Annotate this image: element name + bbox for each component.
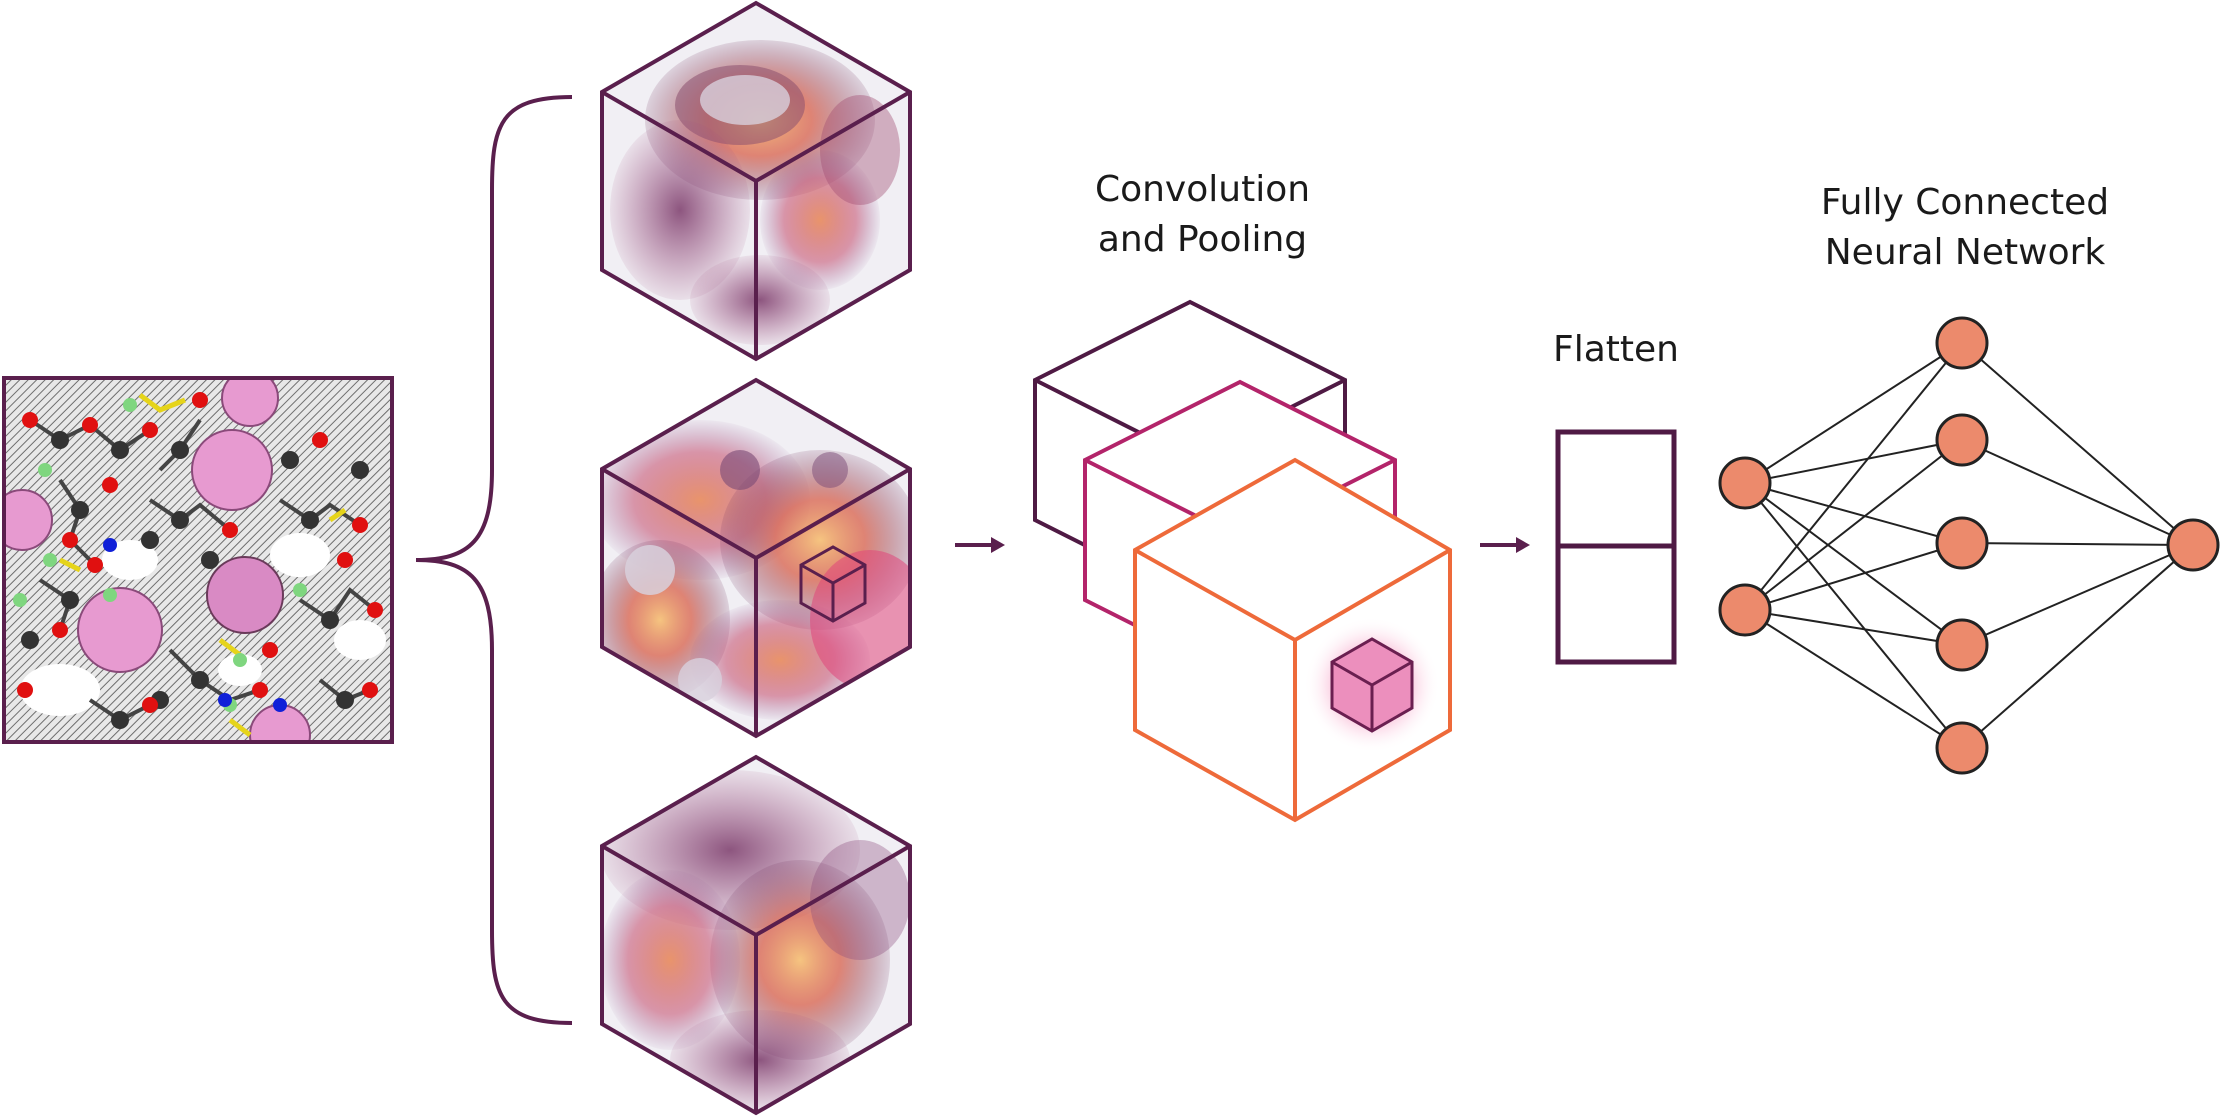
edge-input-1-hidden-5 bbox=[1744, 482, 1963, 749]
hidden-node-2 bbox=[1935, 413, 1989, 467]
density-cube-2 bbox=[600, 377, 912, 739]
hidden-node-4 bbox=[1935, 618, 1989, 672]
arrow-to-convolution bbox=[955, 537, 1005, 553]
density-cube-3 bbox=[600, 754, 912, 1116]
network-nodes bbox=[1718, 316, 2220, 775]
output-node bbox=[2166, 518, 2220, 572]
edge-input-1-hidden-3 bbox=[1744, 482, 1963, 544]
hidden-node-1 bbox=[1935, 316, 1989, 370]
edge-input-2-hidden-3 bbox=[1744, 542, 1963, 611]
hidden-node-3 bbox=[1935, 516, 1989, 570]
fully-connected-title-line1: Fully Connected bbox=[1820, 182, 2110, 223]
edge-input-1-hidden-2 bbox=[1744, 439, 1963, 484]
edge-hidden-1-output bbox=[1961, 342, 2194, 546]
density-cube-1 bbox=[600, 0, 912, 362]
neural-network bbox=[1718, 316, 2220, 775]
edge-input-2-hidden-4 bbox=[1744, 609, 1963, 646]
edge-hidden-4-output bbox=[1961, 544, 2194, 646]
edge-input-2-hidden-5 bbox=[1744, 609, 1963, 749]
conv-cube-front bbox=[1133, 457, 1452, 823]
flatten-vector bbox=[1555, 429, 1677, 665]
input-node-1 bbox=[1718, 456, 1772, 510]
edge-hidden-3-output bbox=[1961, 542, 2194, 546]
convolution-title-line1: Convolution bbox=[1094, 169, 1311, 210]
edge-input-1-hidden-4 bbox=[1744, 482, 1963, 646]
curly-brace bbox=[415, 95, 573, 1025]
hidden-node-5 bbox=[1935, 721, 1989, 775]
edge-input-2-hidden-2 bbox=[1744, 439, 1963, 611]
convolution-title-line2: and Pooling bbox=[1097, 219, 1308, 260]
fully-connected-title-line2: Neural Network bbox=[1824, 232, 2106, 273]
pooled-cube-icon bbox=[1330, 637, 1414, 733]
edge-hidden-2-output bbox=[1961, 439, 2194, 546]
edge-input-2-hidden-1 bbox=[1744, 342, 1963, 611]
small-kernel-cube bbox=[799, 545, 867, 623]
molecular-structure-image bbox=[2, 376, 394, 744]
network-edges bbox=[1744, 342, 2194, 749]
flatten-title: Flatten bbox=[1553, 329, 1679, 370]
edge-input-1-hidden-1 bbox=[1744, 342, 1963, 484]
edge-hidden-5-output bbox=[1961, 544, 2194, 749]
input-node-2 bbox=[1718, 583, 1772, 637]
arrow-to-flatten bbox=[1480, 537, 1530, 553]
